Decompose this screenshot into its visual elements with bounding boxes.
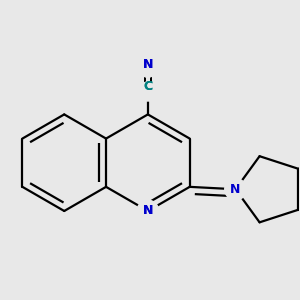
Circle shape [225, 178, 246, 200]
Text: N: N [143, 205, 153, 218]
Text: N: N [143, 58, 153, 71]
Text: N: N [143, 205, 153, 218]
Text: C: C [143, 80, 152, 93]
Text: C: C [143, 80, 152, 93]
Text: N: N [143, 58, 153, 71]
Circle shape [137, 200, 159, 222]
Text: N: N [230, 183, 241, 196]
Circle shape [138, 82, 158, 101]
Circle shape [138, 58, 158, 77]
